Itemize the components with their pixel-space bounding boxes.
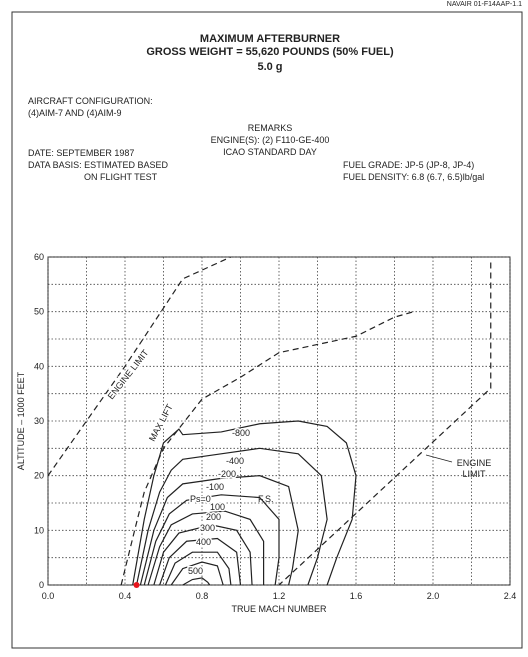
- y-tick-label: 10: [34, 525, 44, 535]
- config: (4)AIM-7 AND (4)AIM-9: [28, 108, 122, 118]
- frame: [11, 11, 523, 649]
- curve: [139, 475, 299, 586]
- y-tick-label: 40: [34, 361, 44, 371]
- curve-label: 500: [188, 566, 203, 576]
- curve: [132, 420, 357, 586]
- x-tick-label: 0.0: [42, 591, 55, 601]
- curve-label: 200: [206, 512, 221, 522]
- fuel: FUEL DENSITY: 6.8 (6.7, 6.5)lb/gal: [343, 172, 484, 182]
- curve-label: 300: [200, 523, 215, 533]
- curve-label: -800: [232, 428, 250, 438]
- remarks: ENGINE(S): (2) F110-GE-400: [211, 135, 330, 145]
- curve: [170, 561, 224, 586]
- y-tick-label: 50: [34, 307, 44, 317]
- date: ON FLIGHT TEST: [84, 172, 158, 182]
- curve-label-box: ENGINE LIMIT: [456, 458, 492, 479]
- curve-label: -100: [206, 482, 224, 492]
- chart-title: MAXIMUM AFTERBURNER: [200, 33, 340, 45]
- leader: [425, 454, 453, 463]
- page-header: NAVAIR 01-F14AAP-1.1: [447, 1, 522, 8]
- curve: [135, 447, 328, 586]
- x-tick-label: 1.2: [273, 591, 286, 601]
- x-tick-label: 0.8: [196, 591, 209, 601]
- curve-label: -400: [226, 456, 244, 466]
- curve: [182, 577, 211, 586]
- x-tick-label: 2.4: [504, 591, 517, 601]
- config: AIRCRAFT CONFIGURATION:: [28, 96, 153, 106]
- curve-label: Ps=0: [190, 494, 211, 504]
- curve-label: ENGINE LIMIT: [106, 347, 151, 401]
- y-axis-label: ALTITUDE – 1000 FEET: [16, 371, 26, 470]
- curve: [47, 256, 232, 477]
- curve-label: -200: [218, 469, 236, 479]
- chart-title: GROSS WEIGHT = 55,620 POUNDS (50% FUEL): [146, 46, 394, 58]
- fuel: FUEL GRADE: JP-5 (JP-8, JP-4): [343, 160, 474, 170]
- y-tick-label: 60: [34, 252, 44, 262]
- y-tick-label: 20: [34, 471, 44, 481]
- x-tick-label: 1.6: [350, 591, 363, 601]
- y-tick-label: 30: [34, 416, 44, 426]
- marker: [133, 582, 140, 588]
- remarks: ICAO STANDARD DAY: [223, 147, 317, 157]
- curve: [153, 524, 253, 586]
- curve: [278, 262, 492, 586]
- curve-label: ENGINE LIMIT: [456, 458, 492, 479]
- curve: [164, 551, 232, 586]
- annotation: F.S.: [258, 494, 274, 504]
- x-axis-label: TRUE MACH NUMBER: [231, 604, 327, 614]
- curve: [120, 311, 414, 586]
- curve: [159, 537, 242, 586]
- x-tick-label: 0.4: [119, 591, 132, 601]
- chart-title: 5.0 g: [257, 61, 282, 73]
- date: DATE: SEPTEMBER 1987: [28, 148, 134, 158]
- curve-label: 400: [196, 537, 211, 547]
- curve: [147, 510, 265, 586]
- x-tick-label: 2.0: [427, 591, 440, 601]
- curve: [143, 494, 280, 586]
- date: DATA BASIS: ESTIMATED BASED: [28, 160, 169, 170]
- y-tick-label: 0: [39, 580, 44, 590]
- remarks: REMARKS: [248, 123, 293, 133]
- curve-label: 100: [210, 502, 225, 512]
